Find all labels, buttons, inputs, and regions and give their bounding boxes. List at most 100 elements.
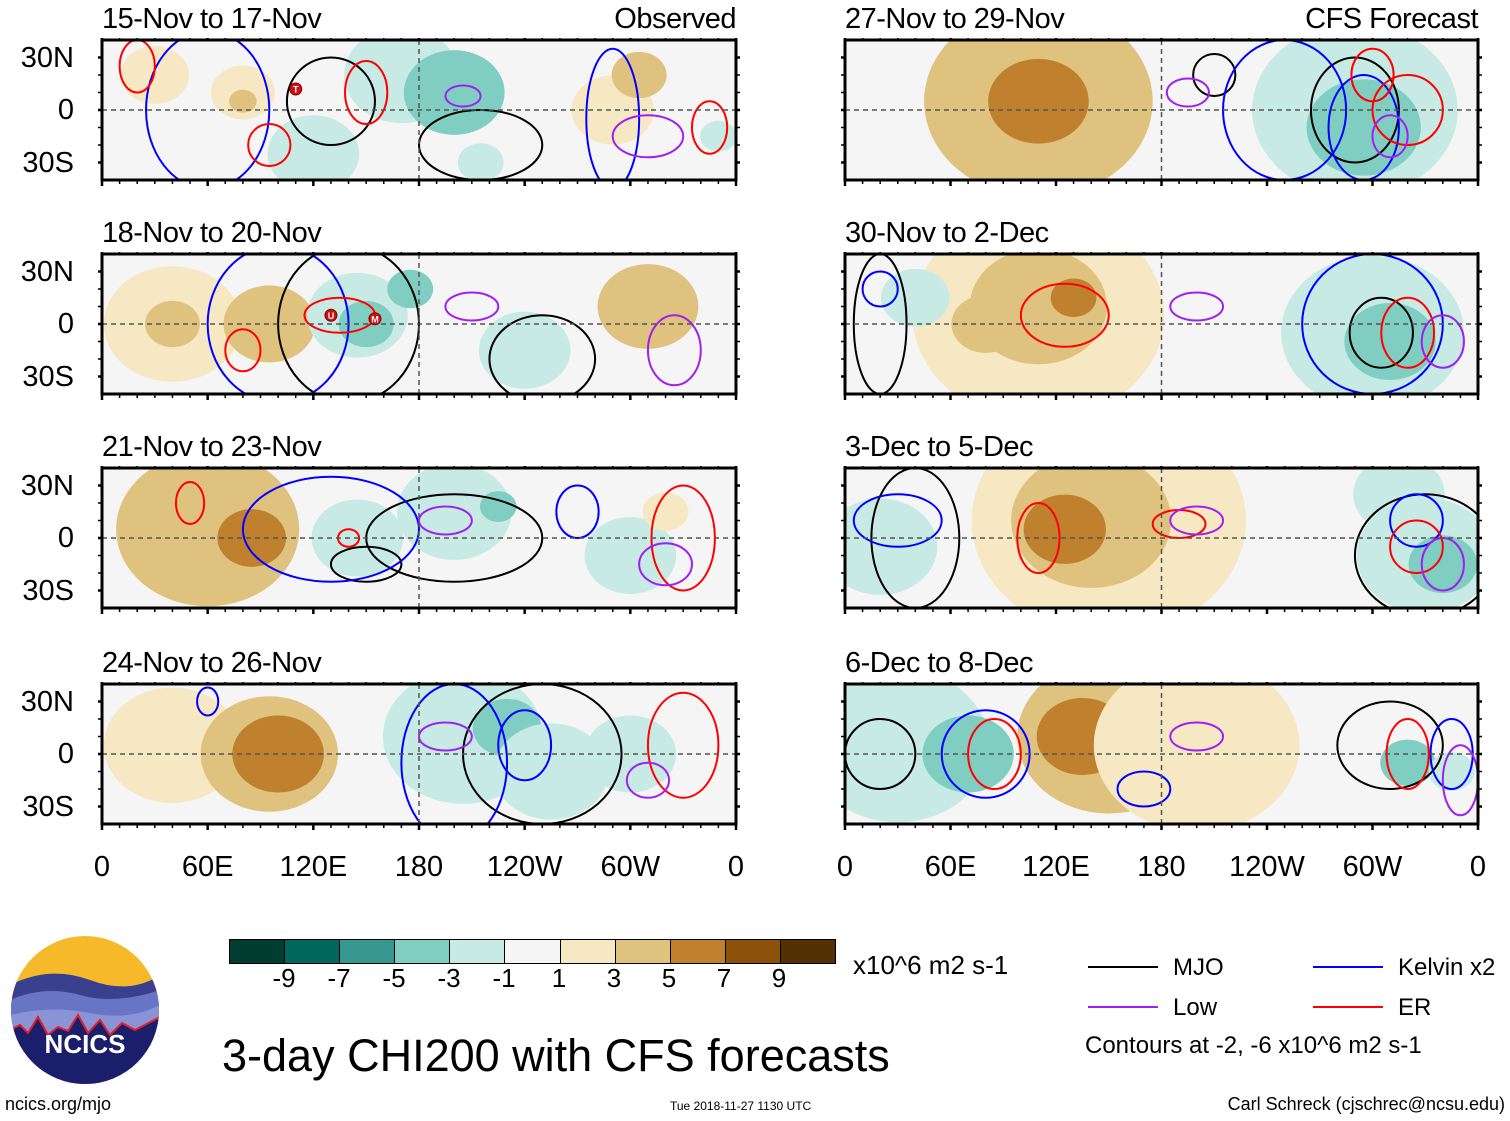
chi-anomaly-region bbox=[1428, 752, 1475, 791]
contour-mjo bbox=[852, 254, 908, 394]
colorbar-tick-label: 1 bbox=[551, 963, 567, 993]
contour-mjo bbox=[845, 718, 917, 790]
contour-er bbox=[118, 40, 156, 94]
panel-tag: CFS Forecast bbox=[1305, 3, 1478, 35]
chi-anomaly-region bbox=[232, 715, 324, 793]
author-credit: Carl Schreck (cjschrec@ncsu.edu) bbox=[1227, 1094, 1505, 1114]
contour-kelvin bbox=[497, 709, 553, 782]
chi-anomaly-region bbox=[642, 278, 689, 317]
panel-title: 21-Nov to 23-Nov bbox=[102, 431, 322, 463]
chi-anomaly-region bbox=[387, 269, 434, 309]
y-tick-label: 30S bbox=[22, 574, 74, 607]
legend-label: MJO bbox=[1173, 954, 1224, 981]
colorbar-swatch bbox=[339, 940, 395, 963]
cyclone-label: U bbox=[328, 311, 335, 321]
x-tick-label: 60W bbox=[1342, 851, 1403, 883]
chi-anomaly-region bbox=[584, 517, 677, 594]
contour-kelvin bbox=[861, 270, 899, 308]
colorbar-swatch bbox=[284, 940, 340, 963]
colorbar-swatch bbox=[724, 940, 780, 963]
legend-line-kelvin-x2 bbox=[1313, 966, 1383, 968]
chi-anomaly-region bbox=[457, 143, 504, 180]
chi-anomaly-region bbox=[951, 295, 1020, 353]
chi-anomaly-region bbox=[1150, 89, 1243, 166]
contour-kelvin bbox=[400, 684, 509, 824]
contour-mjo bbox=[1192, 53, 1237, 97]
panel-title: 30-Nov to 2-Dec bbox=[845, 217, 1049, 249]
chi-anomaly-region bbox=[144, 300, 200, 348]
map-panel-p3 bbox=[98, 466, 740, 614]
chi-anomaly-region bbox=[1344, 303, 1436, 380]
y-tick-label: 0 bbox=[57, 522, 74, 554]
y-tick-label: 0 bbox=[57, 738, 74, 770]
legend-label: Low bbox=[1173, 994, 1218, 1021]
tropical-cyclone-icon: T bbox=[289, 82, 303, 96]
ncics-logo[interactable]: NCICS bbox=[10, 935, 160, 1085]
contour-er bbox=[247, 123, 292, 167]
chi-anomaly-region bbox=[479, 491, 517, 522]
contour-kelvin bbox=[241, 475, 420, 583]
y-tick-label: 30S bbox=[22, 146, 74, 179]
panel-tag: Observed bbox=[614, 3, 736, 35]
contour-mjo bbox=[1353, 493, 1478, 608]
map-panel-p7 bbox=[841, 466, 1482, 614]
contour-er bbox=[1380, 296, 1436, 369]
colorbar-tick-label: 9 bbox=[771, 963, 787, 993]
y-tick-label: 30S bbox=[22, 360, 74, 393]
x-tick-label: 60E bbox=[924, 851, 977, 883]
logo-graphic: NCICS bbox=[11, 936, 159, 1084]
chi-anomaly-region bbox=[267, 115, 360, 180]
chi-anomaly-region bbox=[611, 51, 667, 99]
figure-title: 3-day CHI200 with CFS forecasts bbox=[222, 1030, 890, 1081]
map-panel-p8 bbox=[841, 682, 1482, 830]
panel-title: 27-Nov to 29-Nov bbox=[845, 3, 1065, 35]
site-url[interactable]: ncics.org/mjo bbox=[5, 1094, 112, 1114]
colorbar-units: x10^6 m2 s-1 bbox=[853, 950, 1009, 980]
y-tick-label: 30S bbox=[22, 790, 74, 823]
contour-low bbox=[611, 114, 685, 159]
chi-anomaly-region bbox=[1023, 494, 1106, 564]
contour-low bbox=[646, 314, 702, 387]
map-panel-p5 bbox=[841, 38, 1482, 186]
panel-title: 6-Dec to 8-Dec bbox=[845, 647, 1034, 679]
chi-anomaly-region bbox=[447, 82, 480, 110]
contour-er bbox=[174, 481, 206, 525]
contour-er bbox=[224, 328, 262, 373]
colorbar-tick-label: -3 bbox=[437, 963, 461, 993]
panel-title: 18-Nov to 20-Nov bbox=[102, 217, 322, 249]
contour-kelvin bbox=[555, 484, 600, 539]
y-tick-label: 0 bbox=[57, 94, 74, 126]
chi-anomaly-region bbox=[229, 89, 257, 113]
x-tick-label: 120E bbox=[279, 851, 348, 883]
contour-low bbox=[1169, 505, 1225, 536]
y-tick-label: 30N bbox=[20, 469, 74, 502]
contour-low bbox=[444, 291, 500, 322]
x-tick-label: 60E bbox=[181, 851, 234, 883]
colorbar-swatch bbox=[779, 940, 836, 963]
contour-low bbox=[444, 84, 482, 108]
contour-mjo bbox=[488, 314, 597, 394]
contour-mjo bbox=[1336, 700, 1444, 790]
x-tick-label: 0 bbox=[1469, 851, 1487, 883]
x-tick-label: 180 bbox=[394, 851, 444, 883]
x-tick-label: 0 bbox=[93, 851, 111, 883]
contour-er bbox=[1389, 519, 1444, 574]
contour-low bbox=[625, 761, 671, 799]
contour-low bbox=[1165, 77, 1210, 108]
contour-low bbox=[1371, 114, 1409, 159]
chi-anomaly-region bbox=[988, 58, 1089, 144]
legend-line-low bbox=[1088, 1006, 1158, 1008]
contour-mjo bbox=[1348, 296, 1414, 369]
contour-mjo bbox=[285, 56, 376, 146]
map-panel-p6 bbox=[841, 252, 1482, 400]
contour-kelvin bbox=[1327, 74, 1400, 180]
y-tick-label: 0 bbox=[57, 308, 74, 340]
y-tick-label: 30N bbox=[20, 41, 74, 74]
contour-kelvin bbox=[1389, 493, 1444, 548]
contour-low bbox=[1169, 721, 1225, 752]
chi-anomaly-region bbox=[397, 468, 512, 560]
chi-anomaly-region bbox=[493, 723, 609, 820]
x-tick-label: 180 bbox=[1137, 851, 1186, 883]
chi-anomaly-region bbox=[700, 120, 736, 152]
